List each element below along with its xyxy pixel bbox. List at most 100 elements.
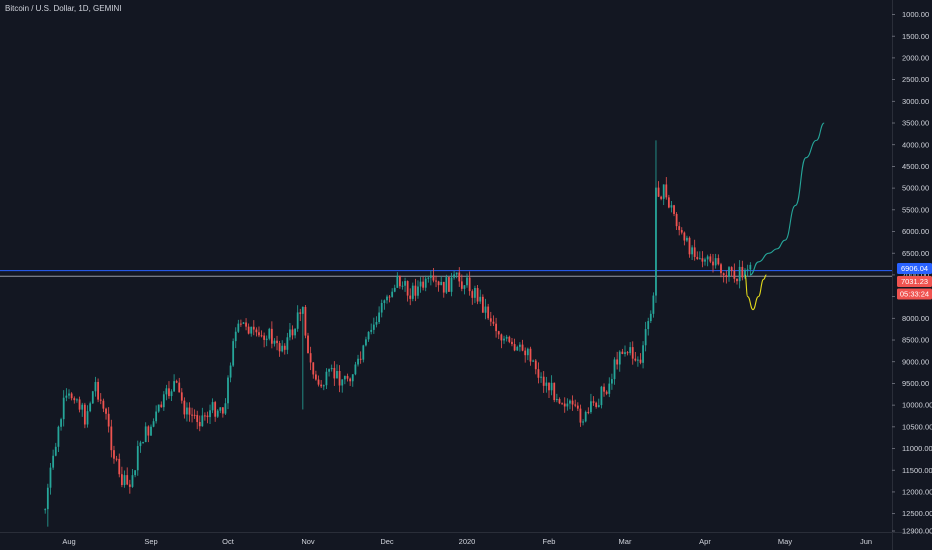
candle-body bbox=[576, 405, 579, 409]
y-tick-label[interactable]: 10000.00 bbox=[902, 401, 932, 410]
y-tick-label[interactable]: 4500.00 bbox=[902, 162, 929, 171]
projection-up-curve[interactable] bbox=[750, 122, 825, 276]
y-tick-label[interactable]: 3500.00 bbox=[902, 119, 929, 128]
candle-body bbox=[126, 475, 129, 485]
candle-body bbox=[270, 328, 273, 344]
y-tick-label[interactable]: 7000.00 bbox=[902, 271, 929, 280]
y-tick-label[interactable]: 12900.00 bbox=[902, 527, 932, 536]
candle-body bbox=[592, 401, 595, 403]
candle-body bbox=[440, 281, 443, 286]
candle-body bbox=[54, 446, 57, 456]
y-tick-label[interactable]: 9500.00 bbox=[902, 379, 929, 388]
candle-body bbox=[631, 347, 634, 359]
candle-body bbox=[186, 407, 188, 415]
candle-body bbox=[466, 277, 468, 286]
projection-curves[interactable] bbox=[744, 122, 825, 311]
candle-body bbox=[561, 403, 564, 405]
candle-body bbox=[432, 275, 435, 281]
y-tick-label[interactable]: 12000.00 bbox=[902, 488, 932, 497]
x-tick-label[interactable]: Dec bbox=[380, 537, 394, 546]
candle-body bbox=[511, 341, 513, 345]
candle-body bbox=[476, 288, 479, 302]
candle-body bbox=[741, 266, 744, 278]
y-tick-label[interactable]: 4000.00 bbox=[902, 140, 929, 149]
candle-body bbox=[52, 455, 55, 468]
y-tick-label[interactable]: 1000.00 bbox=[902, 10, 929, 19]
candle-body bbox=[587, 411, 590, 413]
candle-body bbox=[204, 415, 206, 417]
candle-body bbox=[83, 404, 86, 425]
x-tick-label[interactable]: Sep bbox=[144, 537, 157, 546]
x-tick-label[interactable]: Apr bbox=[699, 537, 711, 546]
x-tick-label[interactable]: May bbox=[778, 537, 792, 546]
y-tick-label[interactable]: 11000.00 bbox=[902, 444, 932, 453]
candle-body bbox=[683, 232, 686, 241]
y-tick-label[interactable]: 5500.00 bbox=[902, 205, 929, 214]
y-tick-label[interactable]: 12500.00 bbox=[902, 509, 932, 518]
candle-body bbox=[380, 303, 383, 313]
candle-body bbox=[529, 348, 532, 362]
candle-body bbox=[107, 413, 110, 427]
candle-body bbox=[471, 291, 474, 298]
x-tick-label[interactable]: Mar bbox=[619, 537, 632, 546]
candle-body bbox=[448, 277, 450, 292]
y-tick-label[interactable]: 2000.00 bbox=[902, 54, 929, 63]
candle-body bbox=[550, 382, 553, 391]
candle-body bbox=[304, 306, 307, 336]
candle-body bbox=[283, 345, 286, 350]
projection-down-curve[interactable] bbox=[744, 274, 767, 311]
candle-body bbox=[351, 374, 354, 382]
candle-body bbox=[675, 213, 678, 227]
candle-body bbox=[359, 358, 362, 360]
candle-body bbox=[227, 377, 229, 404]
x-tick-label[interactable]: Nov bbox=[301, 537, 315, 546]
candle-body bbox=[680, 230, 683, 233]
candle-body bbox=[224, 403, 227, 414]
y-tick-label[interactable]: 8500.00 bbox=[902, 336, 929, 345]
y-axis-ticks[interactable]: 1000.00 1500.00 2000.00 2500.00 3000.00 3500.… bbox=[892, 10, 932, 536]
candle-body bbox=[508, 336, 511, 342]
candle-body bbox=[720, 264, 722, 274]
x-tick-label[interactable]: Feb bbox=[543, 537, 556, 546]
candle-body bbox=[65, 395, 68, 398]
x-axis-ticks[interactable]: Aug Sep Oct Nov Dec 2020 Feb Mar Apr May Jun bbox=[62, 537, 872, 546]
y-tick-label[interactable]: 8000.00 bbox=[902, 314, 929, 323]
y-tick-label[interactable]: 2500.00 bbox=[902, 75, 929, 84]
candle-body bbox=[263, 335, 266, 340]
candle-body bbox=[81, 404, 84, 410]
x-tick-label[interactable]: 2020 bbox=[459, 537, 476, 546]
candle-body bbox=[196, 415, 199, 423]
x-tick-label[interactable]: Aug bbox=[62, 537, 75, 546]
x-tick-label[interactable]: Jun bbox=[860, 537, 872, 546]
y-tick-label[interactable]: 9000.00 bbox=[902, 357, 929, 366]
y-tick-label[interactable]: 1500.00 bbox=[902, 32, 929, 41]
candle-body bbox=[474, 288, 476, 298]
y-tick-label[interactable]: 11500.00 bbox=[902, 466, 932, 475]
candle-body bbox=[584, 411, 587, 422]
candle-body bbox=[291, 329, 294, 336]
price-tag bbox=[897, 288, 932, 300]
y-tick-label[interactable]: 6000.00 bbox=[902, 227, 929, 236]
candle-body bbox=[621, 351, 624, 354]
candle-body bbox=[626, 352, 629, 354]
candle-body bbox=[365, 339, 367, 346]
candle-body bbox=[558, 398, 561, 404]
candle-body bbox=[99, 399, 102, 401]
y-tick-label[interactable]: 5000.00 bbox=[902, 184, 929, 193]
y-tick-label[interactable]: 3000.00 bbox=[902, 97, 929, 106]
y-tick-label[interactable]: 6500.00 bbox=[902, 249, 929, 258]
candle-body bbox=[362, 345, 365, 360]
candle-body bbox=[240, 323, 242, 325]
candle-body bbox=[595, 402, 598, 407]
candle-body bbox=[372, 324, 375, 330]
candle-body bbox=[370, 329, 373, 332]
y-tick-label[interactable]: 10500.00 bbox=[902, 422, 932, 431]
candle-body bbox=[704, 259, 706, 262]
x-tick-label[interactable]: Oct bbox=[222, 537, 235, 546]
candle-body bbox=[450, 277, 453, 292]
candle-body bbox=[378, 312, 380, 323]
candle-body bbox=[165, 388, 168, 395]
candle-body bbox=[173, 381, 175, 392]
candle-body bbox=[492, 321, 495, 324]
